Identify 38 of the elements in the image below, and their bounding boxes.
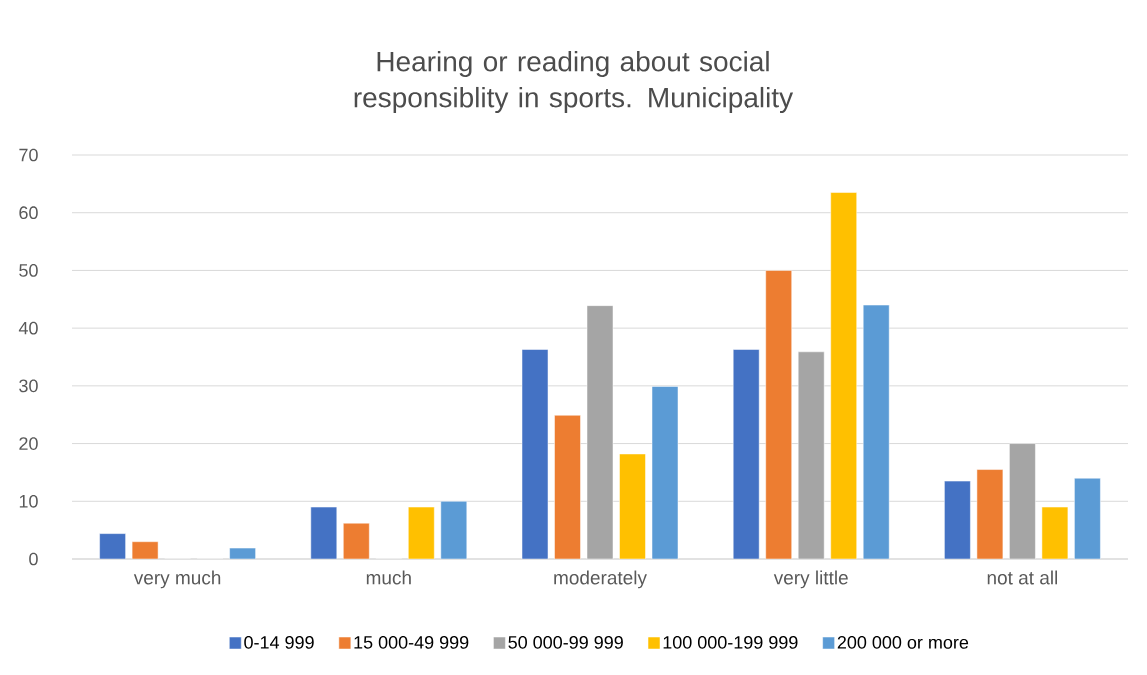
y-tick-label: 20 (19, 437, 38, 450)
bar (521, 349, 549, 559)
legend-label: 200 000 or more (837, 636, 969, 649)
legend-label: 15 000-49 999 (354, 636, 469, 649)
bar (732, 349, 760, 559)
bar (408, 506, 435, 559)
bar (586, 305, 614, 559)
bar (99, 533, 126, 559)
bar (440, 501, 468, 559)
bar (1074, 477, 1101, 559)
bar (310, 506, 338, 559)
y-tick-label: 0 (29, 552, 38, 566)
bar (797, 351, 825, 559)
x-tick-label: much (366, 570, 411, 585)
y-tick-label: 10 (19, 494, 38, 508)
legend-label: 50 000-99 999 (508, 636, 623, 649)
y-tick-label: 70 (19, 148, 38, 162)
legend-label: 100 000-199 999 (663, 636, 798, 649)
bar (862, 304, 890, 559)
x-tick-label: very much (133, 570, 221, 589)
y-tick-label: 40 (18, 321, 38, 335)
x-tick-label: very little (773, 570, 848, 589)
bar (765, 270, 792, 559)
y-tick-label: 60 (19, 206, 38, 220)
y-tick-label: 50 (19, 264, 38, 277)
bar (343, 522, 370, 559)
legend-label: 0-14 999 (244, 636, 314, 649)
bar (619, 453, 646, 559)
x-tick-label: not at all (987, 570, 1058, 585)
bar (651, 386, 679, 559)
y-tick-label: 30 (19, 379, 38, 393)
chart-title: Hearing or reading about social responsiblity in sports. Municipality (354, 50, 794, 114)
x-tick-label: moderately (554, 570, 647, 589)
bar (976, 469, 1004, 559)
bar (944, 480, 971, 559)
bar (554, 415, 581, 559)
bar (830, 192, 857, 559)
bar (1009, 443, 1036, 559)
